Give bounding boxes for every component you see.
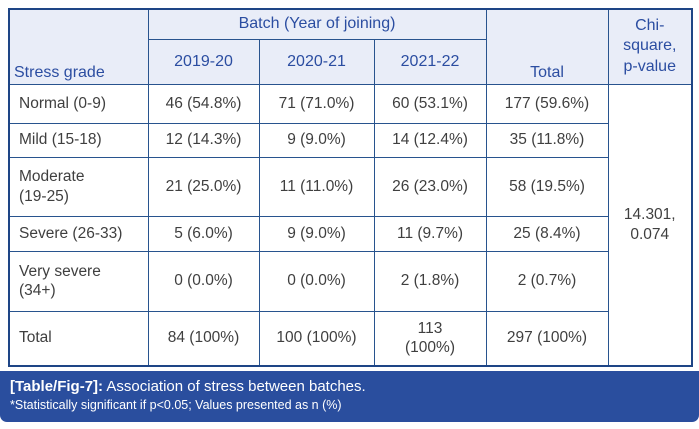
caption-text: Association of stress between batches.: [103, 378, 366, 395]
data-cell: 9 (9.0%): [258, 122, 375, 158]
data-cell: 14 (12.4%): [373, 122, 487, 158]
data-cell: 297 (100%): [485, 310, 609, 367]
caption-line: [Table/Fig-7]: Association of stress bet…: [10, 377, 699, 397]
data-cell: 2 (0.7%): [485, 250, 609, 312]
chi-value-cell: 14.301, 0.074: [607, 83, 693, 367]
table-row-severe: Severe (26-33) 5 (6.0%) 9 (9.0%) 11 (9.7…: [8, 215, 692, 252]
stress-grade-header: Stress grade: [8, 8, 149, 85]
data-cell: 84 (100%): [147, 310, 260, 367]
table-row-very-severe: Very severe (34+) 0 (0.0%) 0 (0.0%) 2 (1…: [8, 250, 692, 312]
data-cell: 5 (6.0%): [147, 215, 260, 252]
data-cell: 58 (19.5%): [485, 156, 609, 217]
data-cell: 9 (9.0%): [258, 215, 375, 252]
header-row-2: 2019-20 2020-21 2021-22: [9, 38, 692, 85]
row-label-cell: Severe (26-33): [8, 215, 149, 252]
data-cell: 60 (53.1%): [373, 83, 487, 124]
row-label-cell: Mild (15-18): [8, 122, 149, 158]
table-row-normal: Normal (0-9) 46 (54.8%) 71 (71.0%) 60 (5…: [8, 83, 693, 367]
data-cell: 25 (8.4%): [485, 215, 609, 252]
data-cell: 0 (0.0%): [147, 250, 260, 312]
row-label-cell: Very severe (34+): [8, 250, 149, 312]
caption-bar: [Table/Fig-7]: Association of stress bet…: [0, 371, 699, 422]
data-cell: 177 (59.6%): [485, 83, 609, 124]
table-row-total: Total 84 (100%) 100 (100%) 113 (100%) 29…: [8, 310, 692, 367]
total-header: Total: [485, 8, 609, 85]
batch-year-header-2021-22: 2021-22: [373, 38, 487, 85]
batch-year-header-2019-20: 2019-20: [147, 38, 260, 85]
chi-square-header: Chi- square, p-value: [607, 8, 693, 85]
data-cell: 11 (9.7%): [373, 215, 487, 252]
batch-year-header-2020-21: 2020-21: [258, 38, 375, 85]
stats-table: Stress grade Batch (Year of joining) Tot…: [8, 8, 693, 367]
header-row-1: Stress grade Batch (Year of joining) Tot…: [8, 8, 693, 85]
row-label-cell: Total: [8, 310, 149, 367]
data-cell: 21 (25.0%): [147, 156, 260, 217]
data-cell: 71 (71.0%): [258, 83, 375, 124]
data-cell: 46 (54.8%): [147, 83, 260, 124]
data-cell: 0 (0.0%): [258, 250, 375, 312]
data-cell: 113 (100%): [373, 310, 487, 367]
batch-group-header: Batch (Year of joining): [147, 8, 487, 40]
data-cell: 11 (11.0%): [258, 156, 375, 217]
row-label-cell: Normal (0-9): [8, 83, 149, 124]
table-row-mild: Mild (15-18) 12 (14.3%) 9 (9.0%) 14 (12.…: [8, 122, 692, 158]
data-cell: 100 (100%): [258, 310, 375, 367]
data-cell: 26 (23.0%): [373, 156, 487, 217]
data-cell: 35 (11.8%): [485, 122, 609, 158]
data-cell: 2 (1.8%): [373, 250, 487, 312]
table-row-moderate: Moderate (19-25) 21 (25.0%) 11 (11.0%) 2…: [8, 156, 692, 217]
figure-label: [Table/Fig-7]:: [10, 378, 104, 395]
footnote: *Statistically significant if p<0.05; Va…: [10, 398, 342, 413]
data-cell: 12 (14.3%): [147, 122, 260, 158]
row-label-cell: Moderate (19-25): [8, 156, 149, 217]
